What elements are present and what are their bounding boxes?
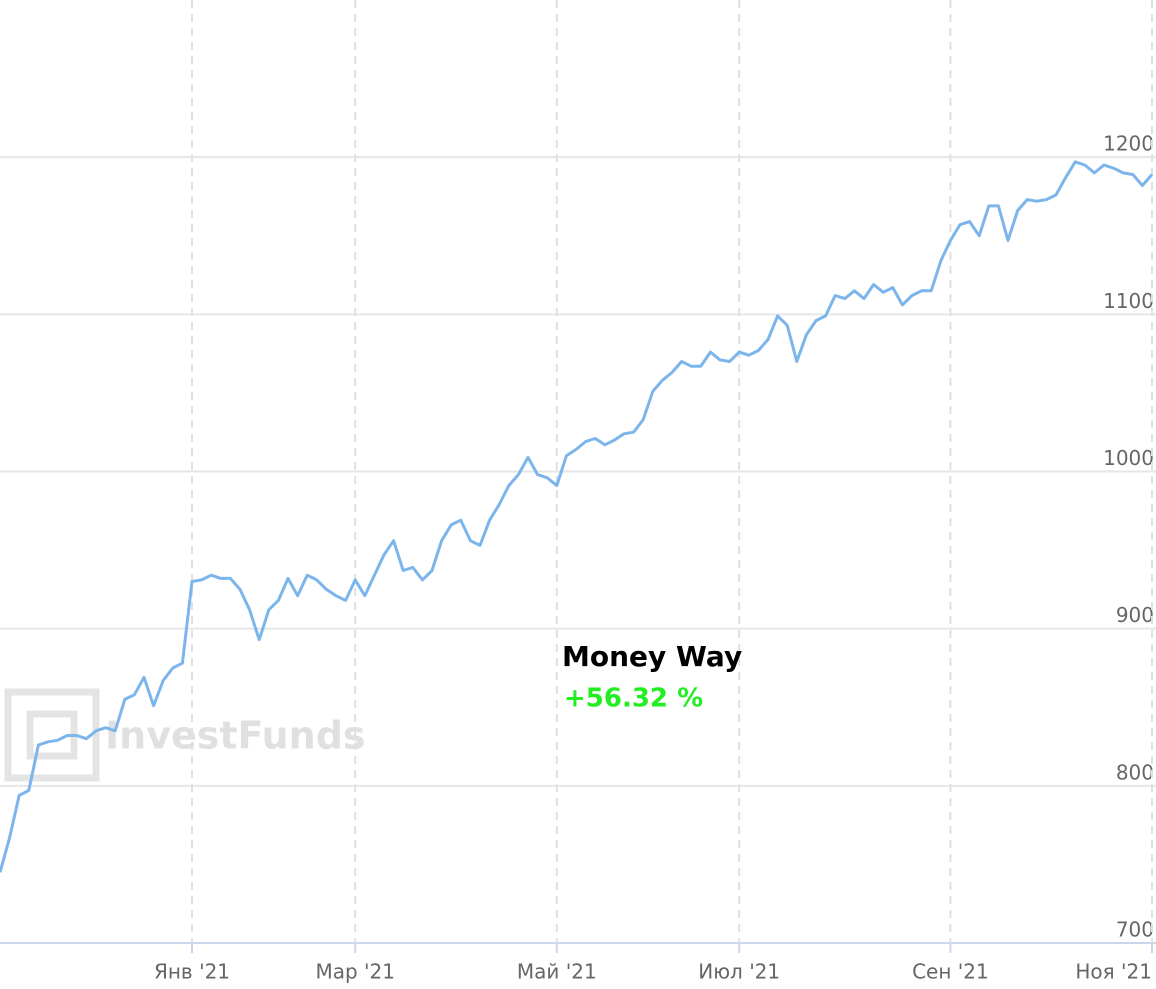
x-tick-label: Май '21 [517, 960, 597, 984]
x-tick-label: Янв '21 [154, 960, 230, 984]
y-tick-label: 800 [1116, 760, 1154, 784]
annotation-title: Money Way [562, 640, 742, 673]
x-tick-label: Июл '21 [698, 960, 780, 984]
line [0, 160, 1154, 873]
x-tick-label: Сен '21 [912, 960, 989, 984]
y-tick-label: 700 [1116, 918, 1154, 942]
y-tick-label: 1000 [1103, 446, 1154, 470]
x-tick-label: Ноя '21 [1075, 960, 1152, 984]
x-tick-label: Мар '21 [315, 960, 395, 984]
watermark: InvestFunds [105, 714, 366, 758]
y-tick-label: 1100 [1103, 289, 1154, 313]
watermark-logo [4, 688, 100, 782]
y-tick-label: 1200 [1103, 132, 1154, 156]
annotation-value: +56.32 % [564, 684, 703, 714]
y-tick-label: 900 [1116, 603, 1154, 627]
